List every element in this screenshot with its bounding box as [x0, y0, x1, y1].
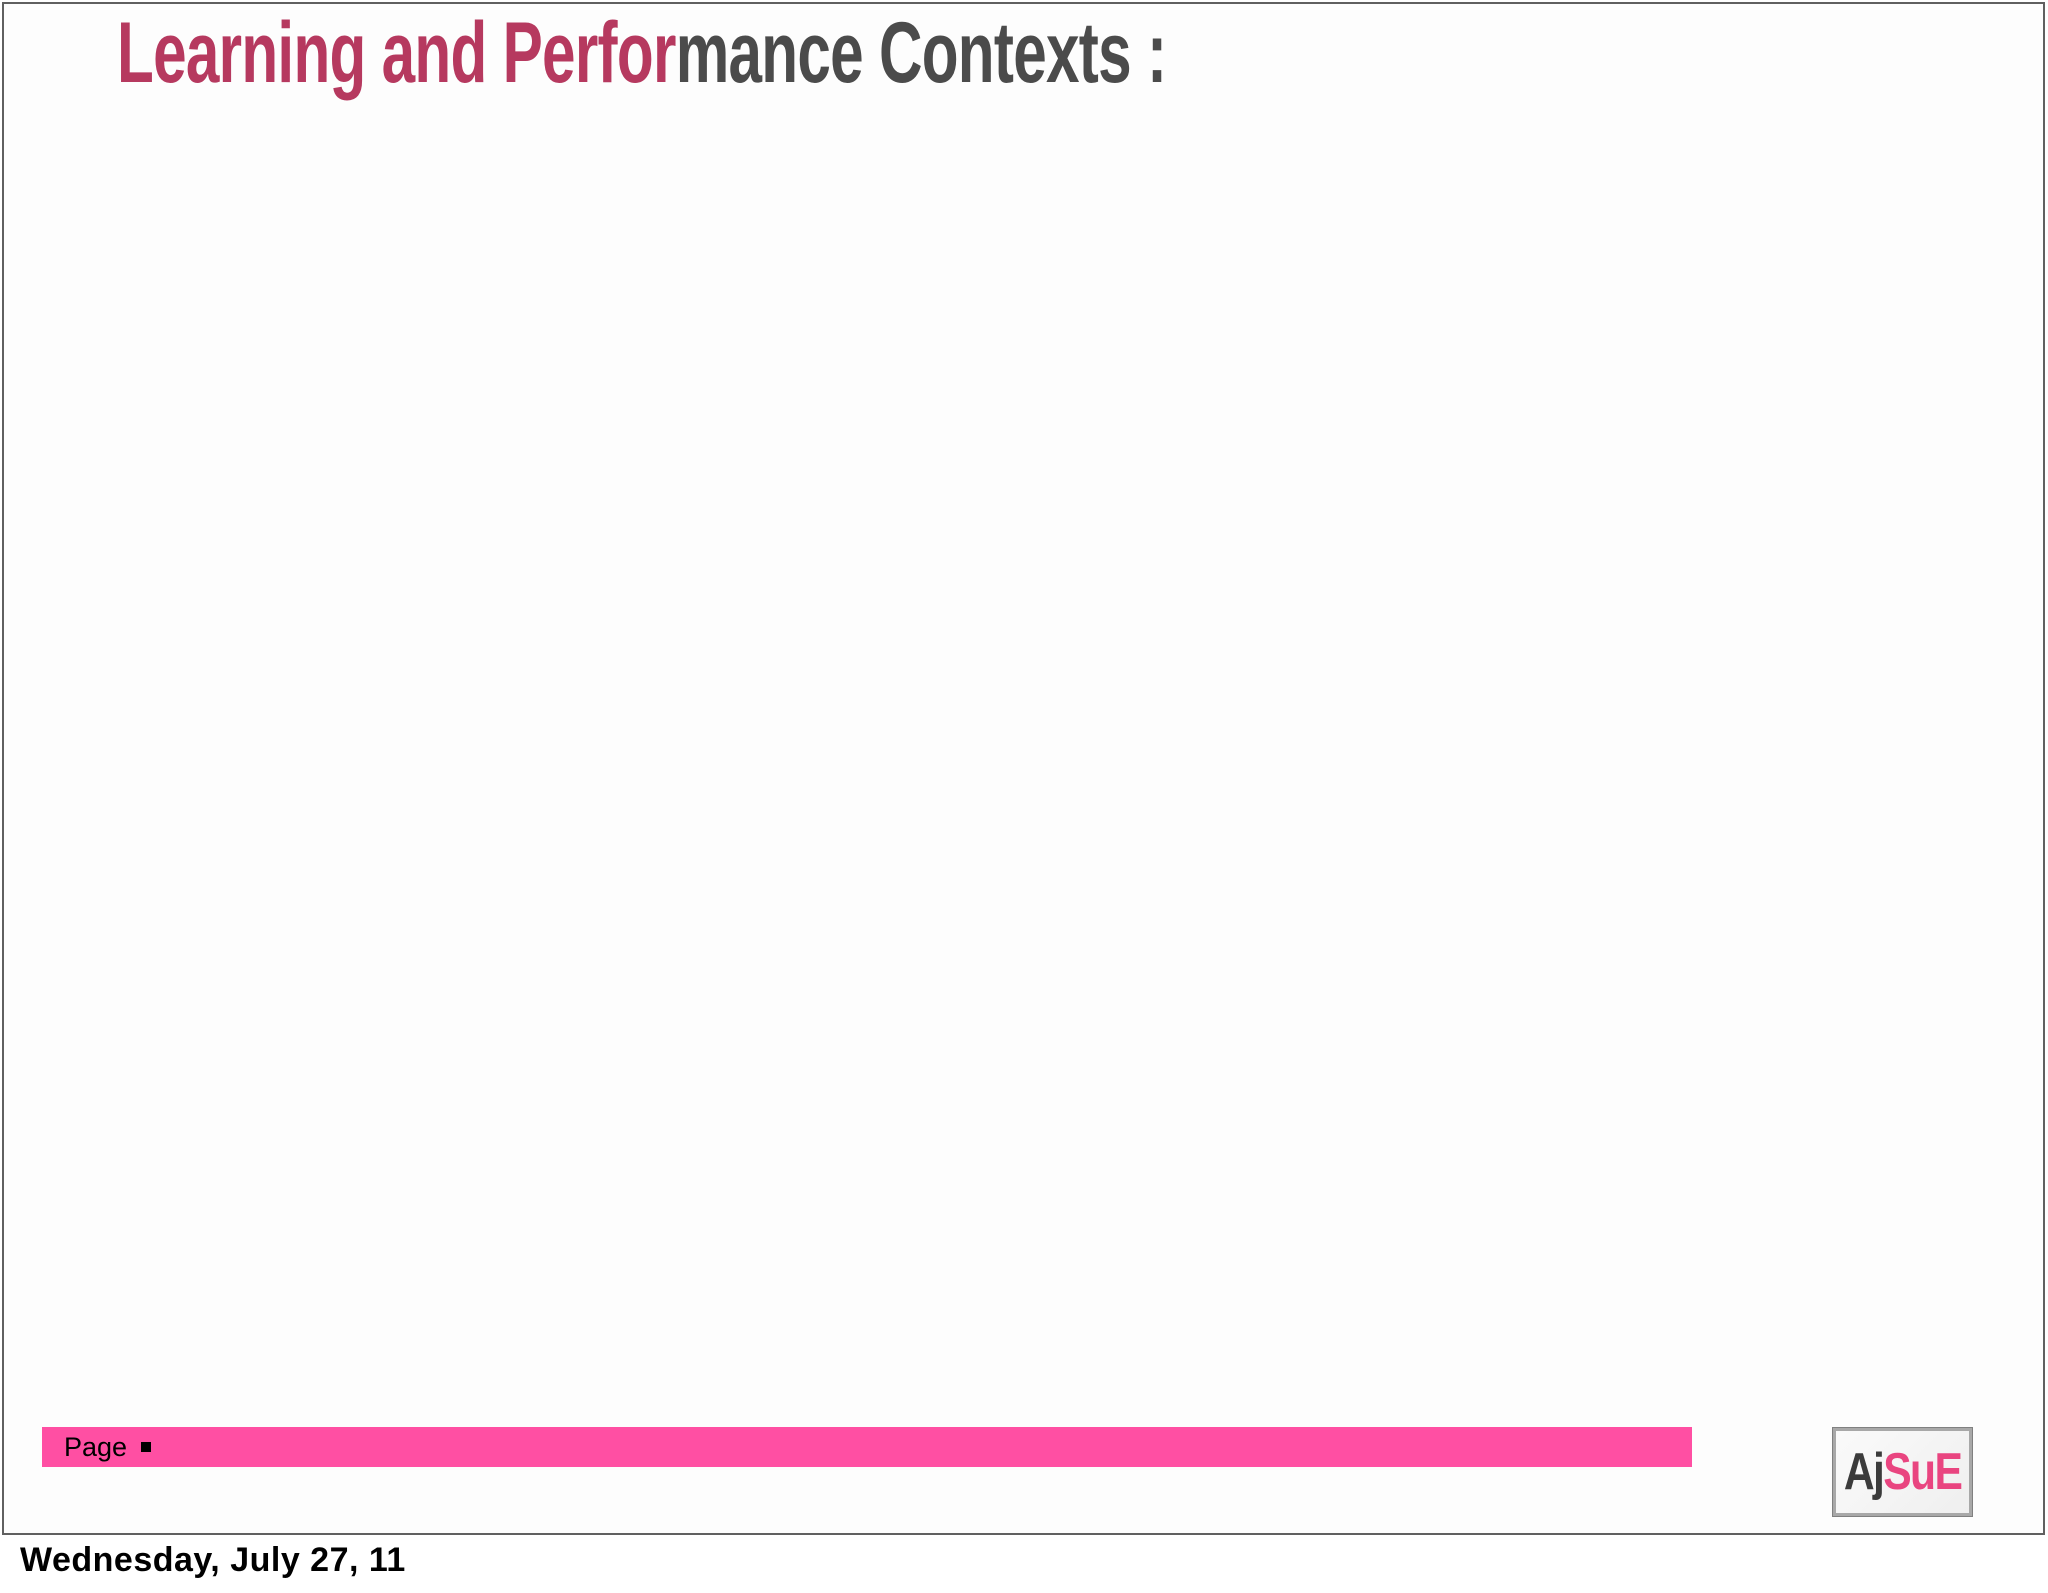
page-title: Learning and Performance Contexts :: [117, 5, 1167, 101]
square-bullet-icon: [141, 1442, 152, 1452]
ajsue-logo-text: AjSuE: [1843, 1442, 1963, 1502]
ajsue-logo-pink-part: SuE: [1883, 1443, 1963, 1501]
ajsue-logo: AjSuE: [1832, 1427, 1973, 1517]
page-footer-bar: Page: [42, 1427, 1692, 1467]
page-title-accent: Learning and Perfor: [117, 5, 676, 101]
slide-canvas: Learning and Performance Contexts : Page…: [2, 2, 2045, 1535]
page-title-rest: mance Contexts :: [675, 5, 1167, 101]
ajsue-logo-dark-part: Aj: [1843, 1443, 1885, 1501]
page-label: Page: [64, 1431, 128, 1462]
date-caption: Wednesday, July 27, 11: [20, 1541, 406, 1579]
